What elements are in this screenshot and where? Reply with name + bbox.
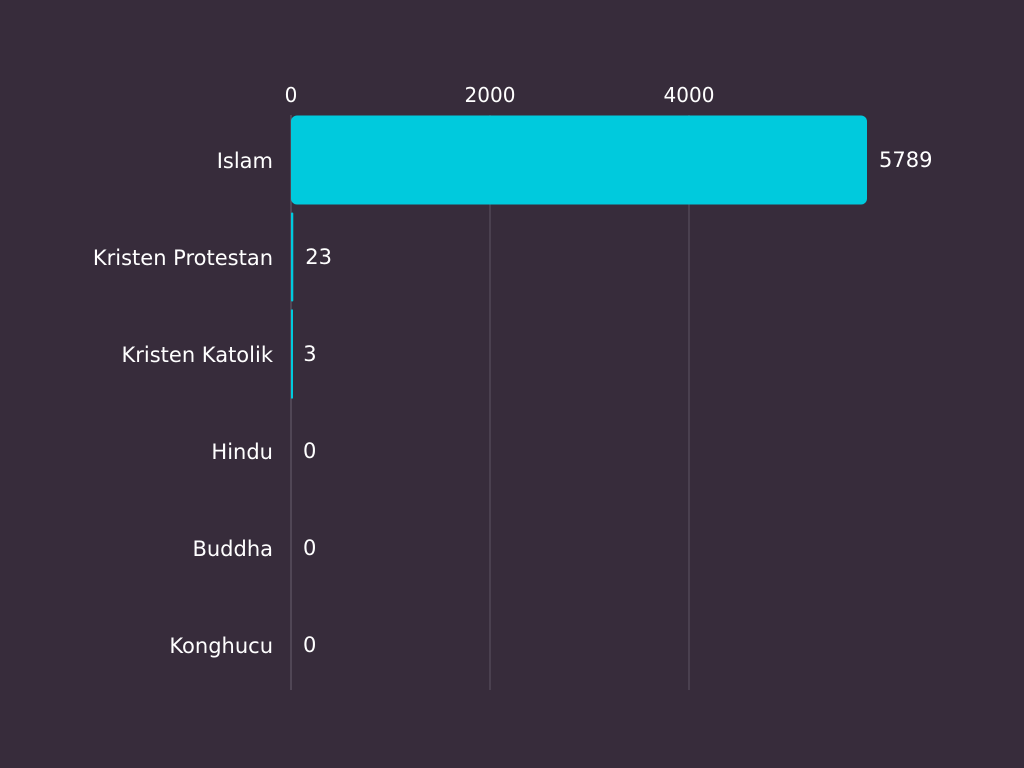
- bar: [291, 115, 868, 205]
- x-axis-ticks: 0 2000 4000: [285, 83, 715, 107]
- x-tick-label: 2000: [465, 83, 516, 107]
- category-labels: Islam Kristen Protestan Kristen Katolik Hin…: [93, 149, 274, 658]
- value-label: 23: [305, 245, 332, 269]
- value-label: 0: [303, 439, 316, 463]
- value-label: 0: [303, 633, 316, 657]
- grid-lines: [290, 115, 690, 690]
- category-label: Kristen Katolik: [121, 343, 273, 367]
- x-tick-label: 0: [285, 83, 298, 107]
- bar: [291, 309, 293, 399]
- bars: [291, 115, 868, 399]
- category-label: Konghucu: [169, 634, 273, 658]
- value-label: 0: [303, 536, 316, 560]
- bar: [291, 212, 294, 302]
- category-label: Buddha: [192, 537, 273, 561]
- category-label: Hindu: [211, 440, 273, 464]
- value-label: 3: [303, 342, 316, 366]
- x-tick-label: 4000: [664, 83, 715, 107]
- value-label: 5789: [879, 148, 932, 172]
- value-labels: 5789 23 3 0 0 0: [303, 148, 932, 657]
- category-label: Islam: [217, 149, 273, 173]
- category-label: Kristen Protestan: [93, 246, 273, 270]
